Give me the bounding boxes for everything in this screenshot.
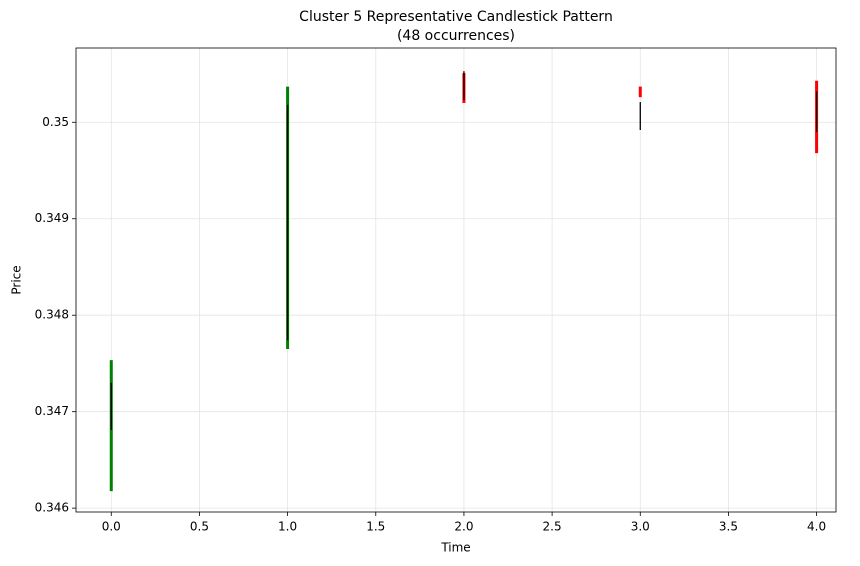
chart-title: Cluster 5 Representative Candlestick Pat… [299,9,613,25]
y-tick-label: 0.347 [35,404,69,418]
y-tick-label: 0.35 [42,115,69,129]
plot-frame [75,47,837,513]
x-tick-label: 3.5 [719,520,738,534]
x-tick-label: 2.0 [454,520,473,534]
x-tick-label: 1.0 [278,520,297,534]
y-axis-label: Price [10,265,24,294]
x-tick-label: 3.0 [631,520,650,534]
y-tick-label: 0.348 [35,308,69,322]
y-tick-label: 0.346 [35,501,69,515]
x-axis-label: Time [440,541,470,555]
y-tick-label: 0.349 [35,211,69,225]
x-tick-label: 2.5 [543,520,562,534]
x-tick-label: 4.0 [807,520,826,534]
chart-subtitle: (48 occurrences) [397,28,515,44]
x-tick-label: 1.5 [366,520,385,534]
x-tick-label: 0.0 [102,520,121,534]
x-tick-label: 0.5 [190,520,209,534]
